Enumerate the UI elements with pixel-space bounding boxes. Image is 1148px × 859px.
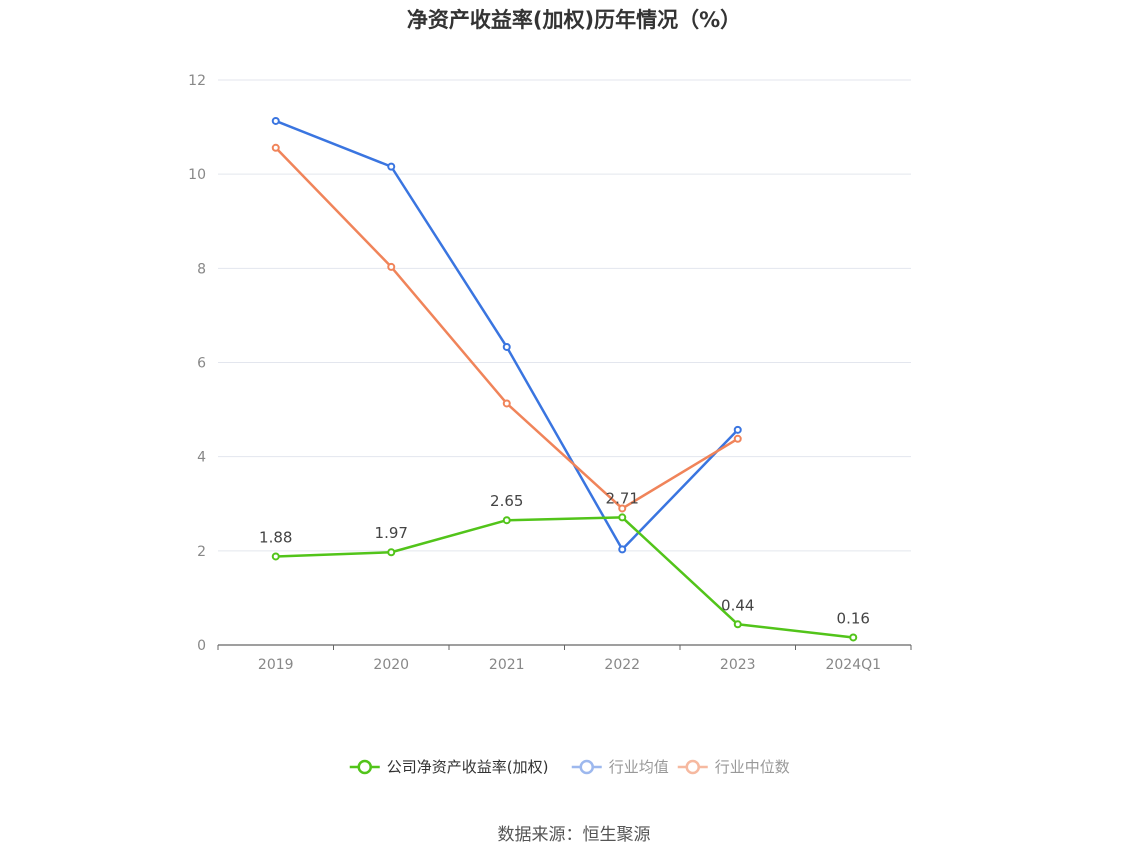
legend-marker	[579, 759, 594, 775]
y-tick-label: 6	[197, 356, 206, 372]
legend-label: 行业均值	[609, 758, 669, 776]
data-point	[271, 552, 280, 561]
chart-title: 净资产收益率(加权)历年情况（%）	[406, 8, 742, 32]
x-tick-label: 2021	[489, 657, 525, 673]
data-point	[502, 516, 511, 525]
axes: 0 2 4 6 8 10 12 2019 2020 2021 2022 2023 2024Q1	[188, 73, 912, 673]
data-label: 2.65	[490, 492, 523, 510]
data-label: 0.16	[837, 609, 870, 627]
data-point	[849, 633, 858, 642]
data-point	[387, 262, 396, 271]
x-tick-label: 2023	[720, 657, 756, 673]
data-point	[502, 342, 511, 351]
data-label: 2.71	[606, 489, 639, 507]
y-tick-label: 4	[197, 450, 206, 466]
data-point	[733, 425, 742, 434]
data-point	[618, 504, 627, 513]
data-labels: 1.88 1.97 2.65 2.71 0.44 0.16	[259, 489, 870, 627]
y-tick-label: 8	[197, 261, 206, 277]
data-label: 1.88	[259, 528, 292, 546]
legend-marker	[685, 759, 700, 775]
data-source: 数据来源：恒生聚源	[497, 825, 651, 845]
legend-label: 公司净资产收益率(加权)	[387, 758, 549, 776]
x-tick-label: 2020	[373, 657, 409, 673]
data-point	[618, 513, 627, 522]
x-tick-label: 2022	[604, 657, 640, 673]
data-point	[387, 548, 396, 557]
data-point	[271, 143, 280, 152]
data-point	[733, 620, 742, 629]
data-label: 1.97	[375, 524, 408, 542]
data-point	[271, 116, 280, 125]
series-line-2	[274, 146, 739, 510]
y-tick-label: 0	[197, 638, 206, 654]
data-point	[502, 399, 511, 408]
series-line-1	[275, 119, 739, 551]
series-lines	[271, 116, 858, 642]
grid-lines	[218, 79, 911, 552]
legend-marker	[357, 759, 372, 775]
y-tick-label: 2	[197, 544, 206, 560]
x-tick-label: 2024Q1	[825, 657, 881, 673]
y-tick-label: 12	[188, 73, 206, 89]
x-tick-label: 2019	[258, 657, 294, 673]
data-point	[733, 434, 742, 443]
y-tick-label: 10	[188, 167, 206, 183]
legend-label: 行业中位数	[715, 758, 790, 776]
data-point	[387, 162, 396, 171]
data-label: 0.44	[721, 596, 754, 614]
data-point	[618, 545, 627, 554]
series-line-0	[275, 516, 854, 639]
legend: 公司净资产收益率(加权) 行业均值 行业中位数	[349, 758, 790, 776]
